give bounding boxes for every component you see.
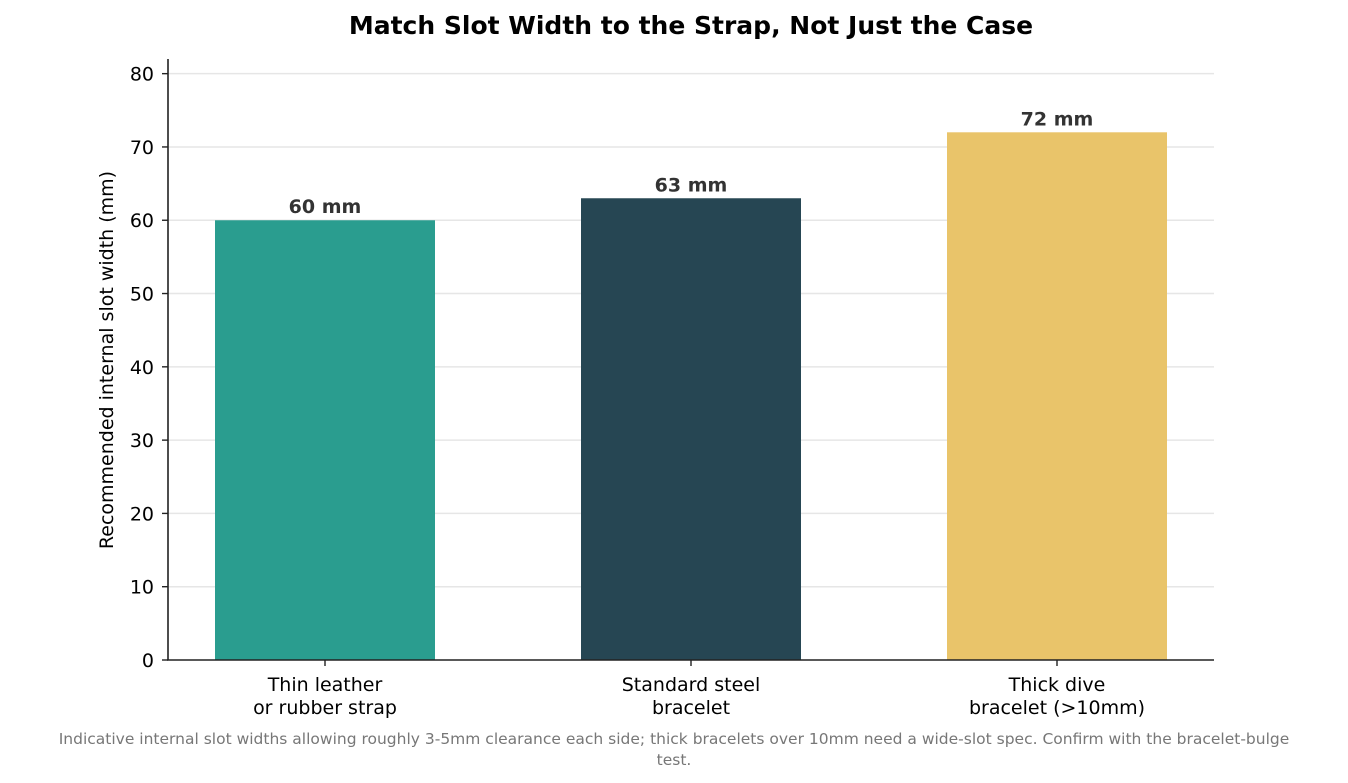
bar bbox=[581, 198, 801, 660]
y-tick-label: 50 bbox=[130, 284, 154, 306]
caption-line-1: Indicative internal slot widths allowing… bbox=[59, 730, 1290, 748]
y-axis-ticks: 0 10 20 30 40 50 60 70 80 bbox=[130, 64, 168, 672]
data-label: 60 mm bbox=[289, 196, 362, 218]
chart-title: Match Slot Width to the Strap, Not Just … bbox=[349, 11, 1033, 40]
y-axis-title: Recommended internal slot width (mm) bbox=[96, 171, 118, 549]
x-tick-label: Standard steel bbox=[622, 674, 760, 696]
y-tick-label: 0 bbox=[142, 650, 154, 672]
x-tick-label: bracelet bbox=[652, 697, 730, 719]
bars bbox=[215, 132, 1167, 661]
value-labels: 60 mm 63 mm 72 mm bbox=[289, 108, 1094, 218]
y-tick-label: 60 bbox=[130, 210, 154, 232]
y-tick-label: 70 bbox=[130, 137, 154, 159]
x-tick-label: or rubber strap bbox=[253, 697, 397, 719]
y-tick-label: 10 bbox=[130, 577, 154, 599]
bar bbox=[215, 220, 435, 660]
data-label: 72 mm bbox=[1021, 108, 1094, 130]
y-tick-label: 30 bbox=[130, 430, 154, 452]
x-tick-label: Thin leather bbox=[267, 674, 383, 696]
x-tick-label: Thick dive bbox=[1008, 674, 1106, 696]
bar bbox=[947, 132, 1167, 661]
y-tick-label: 80 bbox=[130, 64, 154, 86]
data-label: 63 mm bbox=[655, 174, 728, 196]
x-tick-label: bracelet (>10mm) bbox=[969, 697, 1145, 719]
caption-line-2: test. bbox=[657, 751, 692, 769]
y-tick-label: 20 bbox=[130, 503, 154, 525]
y-tick-label: 40 bbox=[130, 357, 154, 379]
